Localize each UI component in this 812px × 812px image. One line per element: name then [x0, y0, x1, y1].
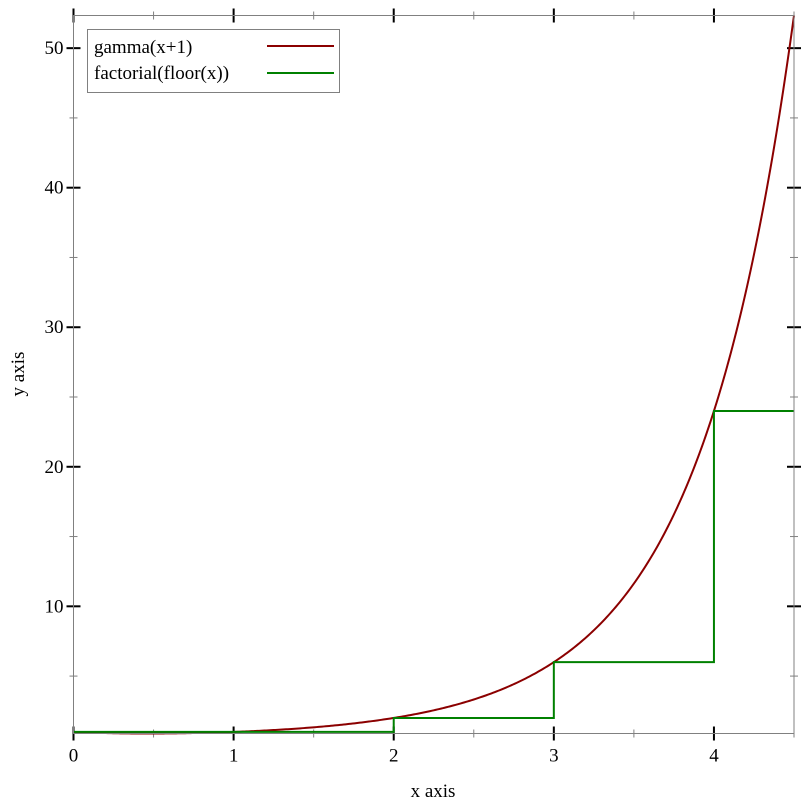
y-tick-label: 50 — [45, 38, 64, 59]
plot-frame — [73, 15, 795, 734]
series-line-factorial — [73, 409, 794, 733]
y-tick-label: 40 — [45, 178, 64, 199]
legend: gamma(x+1) factorial(floor(x)) — [87, 29, 340, 93]
y-axis-label: y axis — [8, 352, 29, 397]
tick-labels: 0 1 2 3 4 10 20 30 40 50 — [45, 38, 720, 766]
x-axis-label: x axis — [411, 781, 456, 802]
legend-label-factorial: factorial(floor(x)) — [94, 63, 229, 84]
axis-ticks — [66, 8, 801, 741]
x-tick-label: 1 — [229, 746, 239, 767]
y-tick-label: 30 — [45, 317, 64, 338]
x-tick-label: 4 — [709, 746, 719, 767]
series-lines — [73, 15, 795, 735]
x-tick-label: 3 — [549, 746, 559, 767]
x-tick-label: 2 — [389, 746, 399, 767]
legend-box — [87, 29, 340, 93]
y-tick-label: 20 — [45, 457, 64, 478]
x-tick-label: 0 — [69, 746, 79, 767]
legend-label-gamma: gamma(x+1) — [94, 37, 192, 58]
series-line-gamma — [73, 15, 795, 735]
y-tick-label: 10 — [45, 596, 64, 617]
